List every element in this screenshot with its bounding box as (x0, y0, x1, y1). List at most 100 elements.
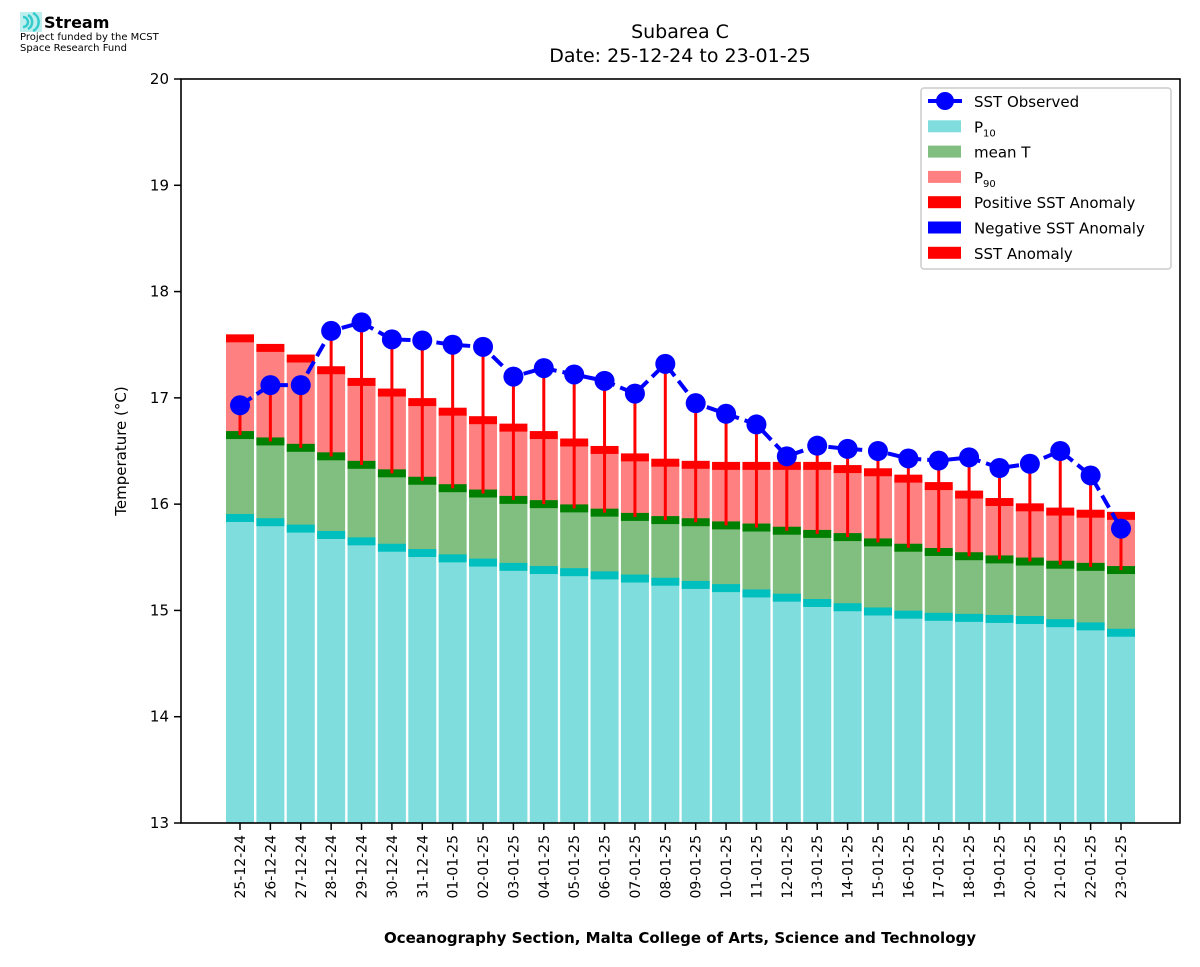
x-tick-label: 20-01-25 (1023, 835, 1039, 899)
logo-subtitle-1: Project funded by the MCST (20, 32, 159, 43)
legend-label: mean T (974, 144, 1031, 162)
observed-point (290, 375, 311, 396)
legend-patch (928, 246, 961, 259)
bar-mean (863, 542, 892, 612)
bar-p10 (803, 602, 832, 823)
bar-mean (469, 493, 498, 563)
x-tick-label: 08-01-25 (658, 835, 674, 899)
y-tick-label: 19 (150, 176, 169, 194)
observed-point (898, 448, 919, 469)
bar-p10 (863, 611, 892, 823)
observed-point (746, 414, 767, 435)
legend-marker (936, 92, 954, 110)
bar-mean-band (226, 431, 254, 440)
bar-mean (560, 508, 589, 573)
x-tick-label: 16-01-25 (901, 835, 917, 899)
bar-p10-band (803, 599, 832, 607)
bar-p10-band (894, 610, 923, 619)
x-tick-label: 30-12-24 (385, 835, 401, 899)
y-tick-label: 15 (150, 601, 169, 619)
observed-series-group (230, 312, 1131, 539)
legend-label: Negative SST Anomaly (974, 220, 1145, 238)
bar-p10 (651, 581, 680, 823)
bar-p10 (317, 534, 346, 823)
bar-mean (742, 527, 771, 594)
observed-point (230, 395, 250, 416)
logo-subtitle-2: Space Research Fund (20, 43, 127, 54)
x-tick-label: 19-01-25 (992, 835, 1008, 899)
observed-point (989, 458, 1010, 479)
bar-p10-band (833, 603, 862, 612)
bar-p10-band (590, 571, 619, 580)
plot-frame (180, 78, 1181, 824)
bar-p90-band (1107, 511, 1135, 520)
bar-p90-band (256, 343, 285, 352)
legend-patch (928, 221, 961, 234)
observed-point (412, 330, 433, 351)
bar-p10 (560, 572, 589, 823)
observed-point (594, 370, 615, 391)
observed-point (685, 393, 706, 414)
bar-p10-band (742, 589, 771, 598)
legend-patch (928, 145, 961, 158)
x-tick-label: 01-01-25 (446, 835, 462, 899)
bar-p10-band (620, 574, 649, 583)
observed-point (351, 312, 372, 333)
observed-point (473, 336, 494, 357)
x-tick-label: 28-12-24 (324, 835, 340, 899)
bar-p10-band (863, 607, 892, 616)
bar-p10-band (955, 613, 984, 622)
bar-p10 (1107, 632, 1135, 823)
x-tick-label: 29-12-24 (355, 835, 371, 899)
x-tick-label: 13-01-25 (810, 835, 826, 899)
observed-point (564, 364, 585, 385)
bar-p10 (1015, 619, 1044, 823)
bar-mean (226, 435, 254, 518)
bar-p10-band (1015, 616, 1044, 624)
observed-point (776, 446, 797, 467)
bar-p10-band (651, 577, 680, 586)
bar-mean (1015, 561, 1044, 620)
bar-p10 (772, 597, 801, 823)
bar-mean (681, 522, 710, 585)
bar-p10-band (499, 562, 528, 571)
bar-mean (408, 480, 437, 554)
bar-p10 (620, 578, 649, 823)
stream-logo: Stream Project funded by the MCST Space … (20, 12, 159, 54)
legend-label: SST Observed (974, 93, 1079, 111)
bar-p10 (955, 617, 984, 823)
bar-mean (651, 520, 680, 582)
observed-point (260, 375, 281, 396)
bar-p10 (924, 616, 953, 823)
x-tick-label: 05-01-25 (567, 835, 583, 899)
bar-p10-band (256, 518, 285, 527)
bar-p10 (894, 614, 923, 823)
y-tick-label: 18 (150, 283, 169, 301)
chart-title-line1: Subarea C (631, 21, 729, 43)
x-axis: 25-12-24 26-12-24 27-12-24 28-12-24 29-12-24… (233, 823, 1130, 899)
bar-mean (803, 533, 832, 603)
observed-point (533, 358, 554, 379)
legend-label: SST Anomaly (974, 245, 1073, 263)
x-tick-label: 27-12-24 (294, 835, 310, 899)
bar-mean (955, 556, 984, 618)
legend-box (920, 87, 1172, 270)
observed-point (716, 403, 737, 424)
bar-p10-band (712, 584, 741, 593)
bars-group (226, 334, 1135, 823)
bar-mean-band (894, 543, 923, 552)
bar-p10-band (1046, 619, 1075, 628)
bar-p10-band (286, 524, 315, 533)
observed-point (867, 441, 888, 461)
bar-mean (1046, 564, 1075, 624)
bar-p10 (529, 570, 558, 823)
observed-point (1111, 518, 1131, 539)
x-tick-label: 10-01-25 (719, 835, 735, 899)
bar-mean (894, 547, 923, 615)
bar-p10 (226, 517, 254, 823)
x-tick-label: 26-12-24 (263, 835, 279, 899)
bar-mean (499, 499, 528, 567)
bar-mean (590, 512, 619, 576)
bar-mean (347, 464, 376, 542)
